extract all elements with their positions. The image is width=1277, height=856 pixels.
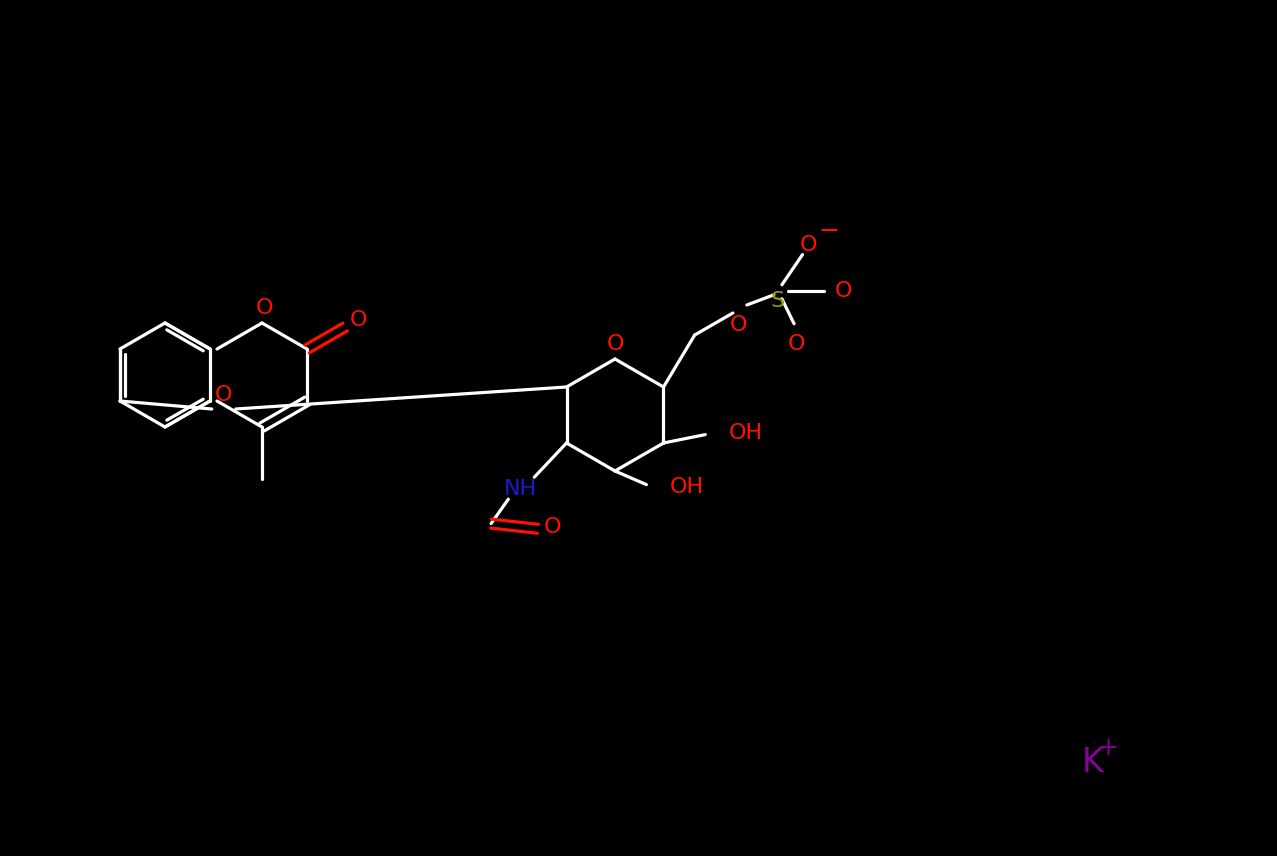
Text: S: S (771, 291, 785, 311)
Text: OH: OH (669, 477, 704, 496)
Text: O: O (255, 298, 273, 318)
Text: O: O (730, 315, 747, 335)
Text: O: O (215, 385, 232, 405)
Text: O: O (799, 235, 817, 254)
Text: K: K (1082, 746, 1103, 778)
Text: +: + (1097, 736, 1119, 760)
Text: NH: NH (503, 479, 536, 499)
Text: O: O (350, 310, 366, 330)
Text: −: − (819, 218, 839, 242)
Text: O: O (835, 281, 853, 300)
Text: OH: OH (728, 423, 762, 443)
Text: O: O (607, 334, 623, 354)
Text: O: O (544, 517, 562, 537)
Text: O: O (788, 334, 805, 354)
